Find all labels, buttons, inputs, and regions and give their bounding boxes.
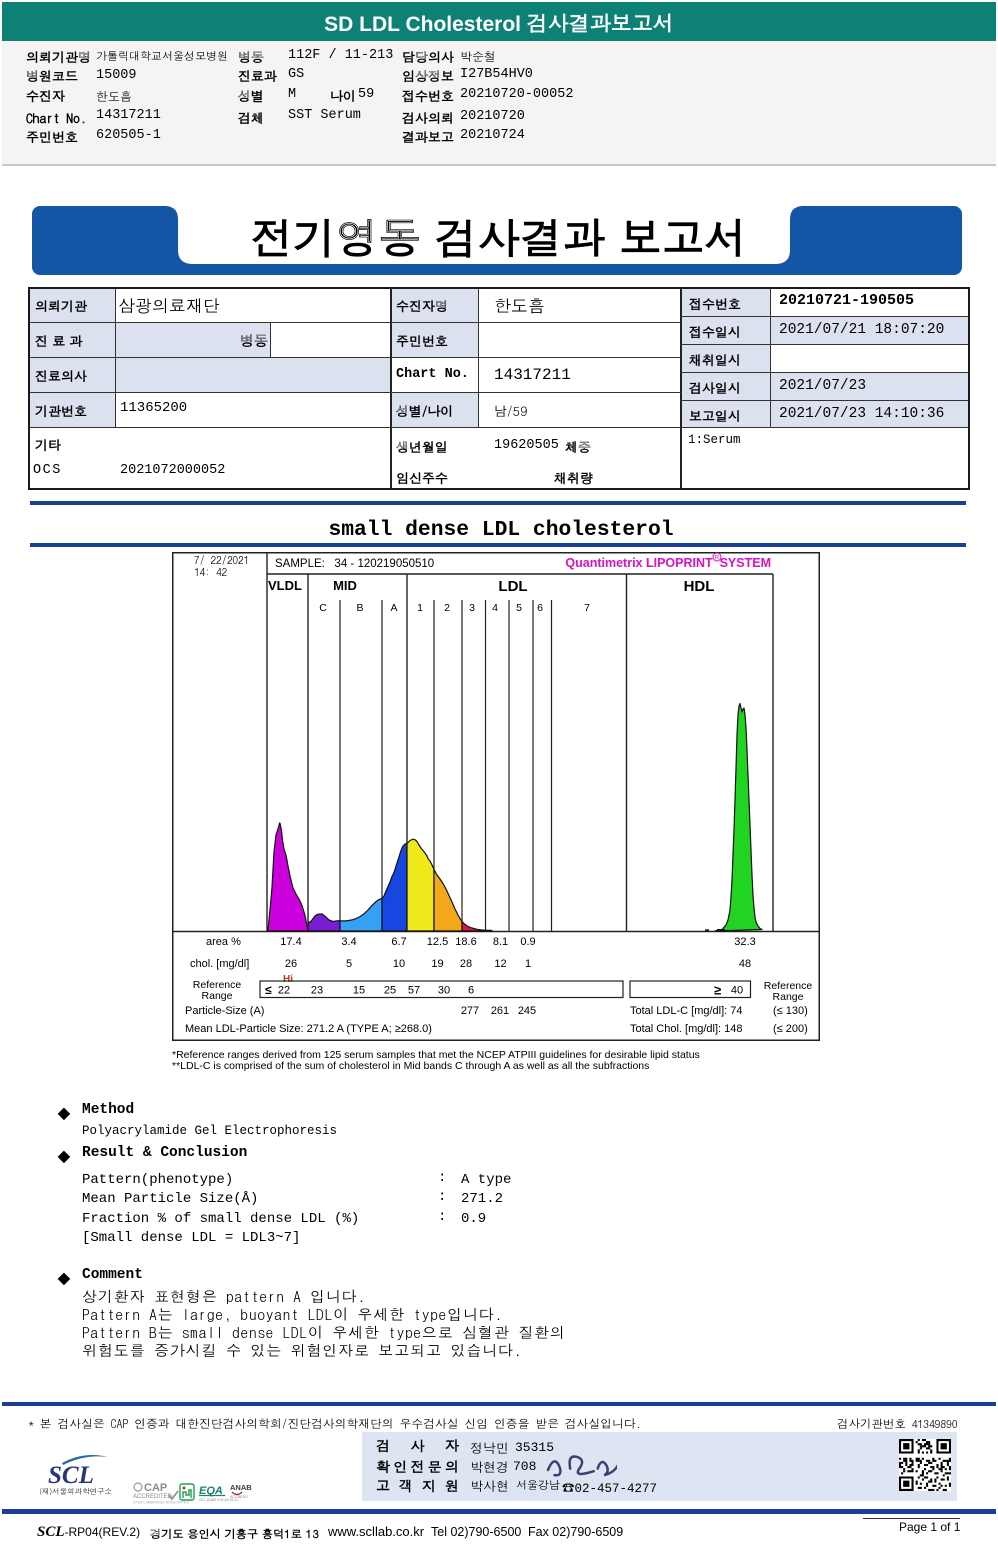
svg-text:48: 48 [739,958,751,970]
svg-text:A: A [390,602,397,614]
svg-text:ISO 15189 KOLAS M-11: ISO 15189 KOLAS M-11 [199,1498,238,1502]
svg-text:25: 25 [384,985,396,997]
svg-text:Range: Range [202,990,233,1002]
svg-text:1: 1 [417,602,423,614]
svg-text:40: 40 [731,985,743,997]
svg-text:VLDL: VLDL [268,578,302,593]
svg-text:ACCREDITED: ACCREDITED [133,1494,173,1500]
svg-text:3: 3 [469,602,475,614]
svg-text:C: C [319,602,327,614]
svg-text:SAMPLE: 34 - 120219050510: SAMPLE: 34 - 120219050510 [275,558,434,570]
svg-text:EQA: EQA [199,1485,223,1497]
svg-text:B: B [356,602,363,614]
svg-text:6: 6 [537,602,543,614]
svg-text:LDL: LDL [498,578,527,595]
svg-text:4: 4 [492,602,498,614]
svg-text:0.9: 0.9 [520,936,535,948]
svg-text:5: 5 [346,958,352,970]
svg-text:245: 245 [518,1005,536,1017]
svg-text:HDL: HDL [684,578,715,595]
svg-text:12.5: 12.5 [427,936,448,948]
svg-text:ACCREDIT: ACCREDIT [230,1495,249,1499]
svg-text:Reference: Reference [764,980,813,992]
svg-text:19: 19 [431,958,443,970]
svg-text:28: 28 [460,958,472,970]
svg-text:6.7: 6.7 [391,936,406,948]
svg-text:14: 42: 14: 42 [194,565,227,580]
svg-text:26: 26 [285,958,297,970]
svg-text:Total Chol. [mg/dl]: 148: Total Chol. [mg/dl]: 148 [630,1023,743,1035]
svg-text:57: 57 [408,985,420,997]
svg-text:15: 15 [353,985,365,997]
svg-text:07/08 CAMBRIDGE NONCONTES: 07/08 CAMBRIDGE NONCONTES [133,1501,189,1505]
svg-text:area %: area % [206,936,241,948]
svg-text:(≤ 130): (≤ 130) [773,1005,808,1017]
svg-text:8.1: 8.1 [493,936,508,948]
svg-text:18.6: 18.6 [455,936,476,948]
svg-text:Total LDL-C [mg/dl]: 74: Total LDL-C [mg/dl]: 74 [630,1005,743,1017]
svg-text:SCL: SCL [48,1462,94,1486]
svg-text:10: 10 [393,958,405,970]
svg-text:17.4: 17.4 [280,936,301,948]
svg-text:261: 261 [491,1005,509,1017]
svg-text:MID: MID [333,578,357,593]
svg-text:Range: Range [773,991,804,1003]
svg-text:7: 7 [584,602,590,614]
svg-text:22: 22 [278,985,290,997]
svg-text:277: 277 [461,1005,479,1017]
svg-text:≥: ≥ [714,983,721,998]
svg-text:5: 5 [516,602,522,614]
svg-text:Reference: Reference [193,979,242,991]
svg-text:32.3: 32.3 [734,936,755,948]
svg-text:12: 12 [494,958,506,970]
svg-text:Particle-Size (A): Particle-Size (A) [185,1005,264,1017]
svg-text:ANAB: ANAB [230,1483,252,1492]
svg-text:CAP: CAP [144,1482,167,1494]
svg-text:1: 1 [525,958,531,970]
svg-text:30: 30 [438,985,450,997]
svg-text:(≤ 200): (≤ 200) [773,1023,808,1035]
svg-text:Mean LDL-Particle Size: 271.: Mean LDL-Particle Size: 271.2 A (TYPE A;… [185,1023,432,1035]
svg-text:7/ 22/2021: 7/ 22/2021 [194,553,249,568]
svg-text:≤: ≤ [265,983,272,997]
svg-text:R: R [715,556,720,562]
svg-text:Hi: Hi [283,974,293,985]
svg-text:chol. [mg/dl]: chol. [mg/dl] [190,958,249,970]
svg-text:3.4: 3.4 [341,936,356,948]
svg-text:2: 2 [444,602,450,614]
svg-text:23: 23 [311,985,323,997]
svg-text:Quantimetrix LIPOPRINT SYSTEM: Quantimetrix LIPOPRINT SYSTEM [565,556,771,570]
svg-text:6: 6 [468,985,474,997]
